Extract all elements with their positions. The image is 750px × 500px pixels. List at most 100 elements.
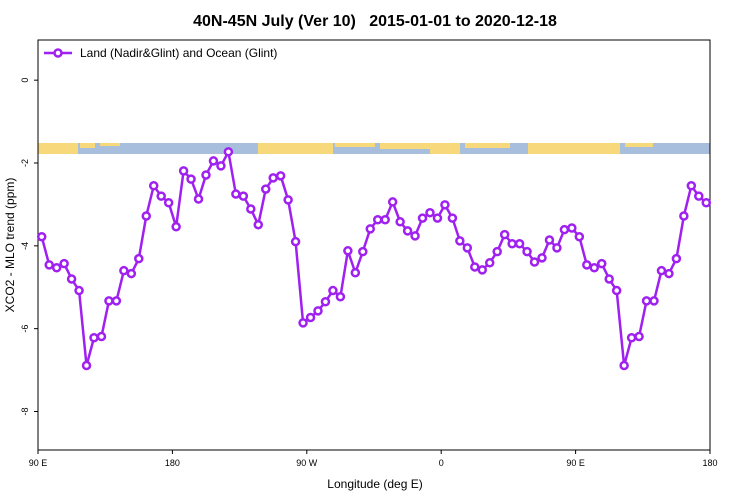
- data-point: [567, 223, 577, 233]
- data-point: [134, 253, 144, 264]
- data-point: [484, 258, 495, 268]
- x-tick-label: 0: [439, 458, 444, 468]
- data-point: [253, 219, 264, 230]
- y-axis-label: XCO2 - MLO trend (ppm): [3, 178, 17, 313]
- data-point: [440, 200, 450, 210]
- data-point: [358, 246, 368, 257]
- data-point: [96, 331, 107, 342]
- data-point: [223, 147, 234, 157]
- data-point: [387, 197, 398, 207]
- data-point: [611, 285, 622, 296]
- data-point: [477, 265, 488, 275]
- data-point: [544, 235, 555, 245]
- data-point: [634, 331, 644, 342]
- data-point: [66, 274, 77, 284]
- data-point: [238, 191, 249, 201]
- data-point: [589, 263, 600, 273]
- data-point: [163, 198, 174, 208]
- data-point: [216, 161, 226, 171]
- data-point: [298, 318, 308, 328]
- data-point: [305, 312, 316, 323]
- data-point: [313, 306, 323, 316]
- land-mask-strip: [38, 143, 710, 154]
- data-point: [596, 258, 607, 269]
- data-point: [365, 224, 376, 234]
- legend-marker: [53, 48, 63, 58]
- data-point: [260, 184, 271, 194]
- data-point: [619, 360, 629, 371]
- data-point: [171, 222, 181, 232]
- data-point: [186, 174, 196, 184]
- data-point: [604, 274, 614, 284]
- data-point: [275, 171, 286, 181]
- data-point: [148, 181, 159, 191]
- data-point: [447, 213, 458, 223]
- data-point: [193, 194, 204, 204]
- data-point: [417, 213, 428, 223]
- data-point: [268, 173, 278, 183]
- x-tick-label: 180: [165, 458, 180, 468]
- data-point: [694, 191, 704, 201]
- data-point: [104, 296, 114, 306]
- data-point: [574, 231, 585, 242]
- data-point: [335, 292, 346, 302]
- data-point: [499, 229, 510, 240]
- data-point: [462, 243, 473, 253]
- legend-label: Land (Nadir&Glint) and Ocean (Glint): [80, 46, 277, 60]
- data-point: [686, 181, 697, 191]
- data-point: [664, 268, 674, 279]
- data-point: [380, 214, 390, 225]
- chart-title: 40N-45N July (Ver 10) 2015-01-01 to 2020…: [193, 13, 557, 30]
- data-point: [671, 253, 682, 264]
- data-point: [372, 214, 383, 225]
- data-point: [432, 213, 443, 223]
- data-point: [283, 195, 293, 205]
- data-point: [507, 239, 517, 249]
- data-point: [656, 265, 667, 276]
- plot-frame: [37, 39, 711, 451]
- data-point: [514, 239, 525, 249]
- x-axis-label: Longitude (deg E): [327, 477, 422, 491]
- data-point: [679, 211, 689, 221]
- data-point: [626, 333, 637, 343]
- data-point: [44, 260, 54, 270]
- data-point: [402, 226, 413, 236]
- data-point: [343, 246, 353, 256]
- data-point: [231, 189, 241, 199]
- data-point: [111, 296, 122, 306]
- data-point: [36, 231, 47, 242]
- data-point: [582, 260, 592, 270]
- data-point: [178, 166, 189, 176]
- data-point: [395, 217, 405, 227]
- data-point: [559, 224, 570, 235]
- x-tick-label: 90 W: [296, 458, 318, 468]
- data-point: [649, 296, 659, 306]
- data-point: [74, 285, 84, 296]
- data-point: [81, 360, 92, 371]
- data-point: [492, 246, 502, 257]
- data-point: [320, 296, 331, 307]
- data-point: [470, 262, 480, 272]
- data-point: [552, 243, 562, 253]
- y-tick-label: -4: [20, 242, 30, 250]
- y-tick-label: 0: [20, 78, 30, 83]
- data-point: [246, 204, 256, 214]
- data-point: [119, 265, 129, 276]
- data-point: [529, 257, 540, 267]
- y-tick-label: -6: [20, 325, 30, 333]
- x-tick-label: 180: [702, 458, 717, 468]
- data-point: [156, 191, 166, 201]
- data-point: [410, 231, 420, 241]
- data-point: [350, 267, 361, 278]
- data-point: [51, 263, 62, 273]
- data-point: [208, 156, 219, 166]
- data-point: [455, 236, 465, 246]
- data-point: [59, 258, 69, 269]
- data-point: [701, 198, 712, 208]
- data-point: [290, 236, 301, 247]
- data-point: [201, 170, 211, 180]
- data-point: [522, 246, 532, 257]
- x-tick-label: 90 E: [566, 458, 585, 468]
- data-point: [141, 211, 152, 221]
